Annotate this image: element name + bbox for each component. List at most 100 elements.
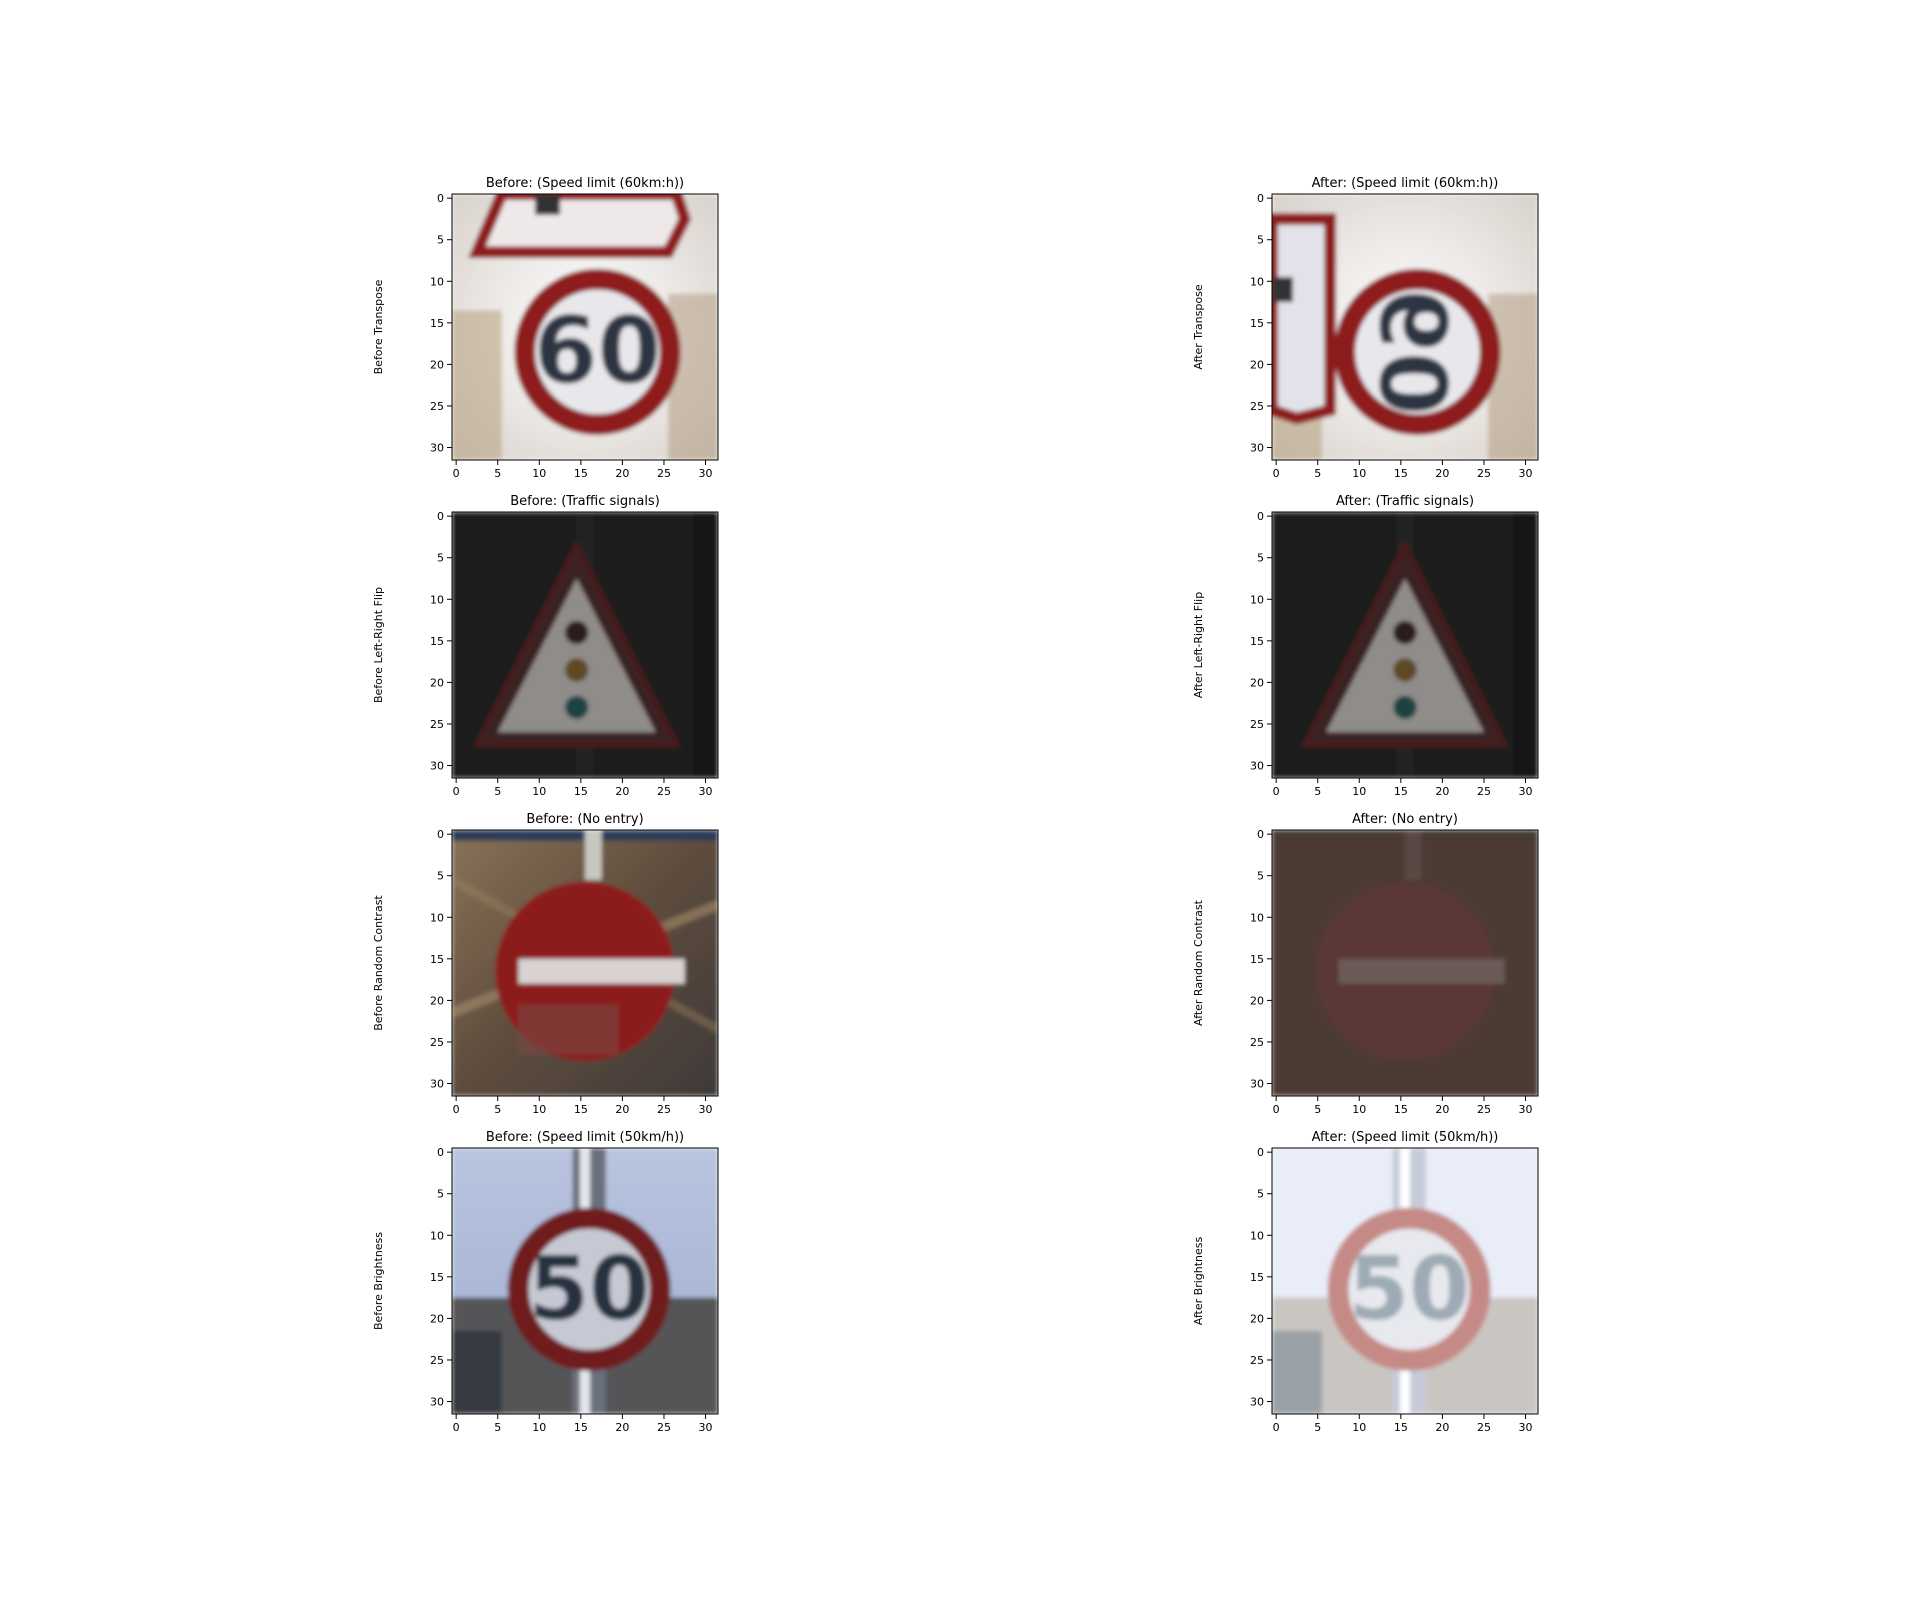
x-tick-label: 20 [1435, 785, 1449, 798]
subplot-image: 60 [452, 194, 718, 460]
y-tick-label: 0 [437, 192, 444, 205]
subplot-frame [451, 511, 719, 779]
y-tick-label: 25 [1250, 1354, 1264, 1367]
y-tick-label: 5 [1257, 552, 1264, 565]
y-tick-label: 5 [437, 1188, 444, 1201]
y-axis-label: After Left-Right Flip [1192, 592, 1205, 698]
y-tick-label: 0 [437, 1146, 444, 1159]
y-tick-label: 5 [1257, 1188, 1264, 1201]
x-tick-label: 5 [494, 1421, 501, 1434]
x-tick-label: 15 [1394, 1421, 1408, 1434]
subplot-image [452, 830, 718, 1096]
x-tick-label: 10 [1352, 467, 1366, 480]
x-tick-label: 25 [1477, 785, 1491, 798]
x-tick-label: 0 [453, 1421, 460, 1434]
x-tick-label: 5 [1314, 1103, 1321, 1116]
x-tick-label: 25 [657, 1103, 671, 1116]
subplot-title: After: (Speed limit (60km:h)) [1312, 176, 1499, 191]
x-tick-label: 10 [532, 1103, 546, 1116]
x-tick-label: 5 [494, 785, 501, 798]
subplot-title: After: (Traffic signals) [1336, 494, 1474, 509]
subplot-title: Before: (No entry) [526, 812, 643, 827]
y-tick-label: 25 [430, 1354, 444, 1367]
x-tick-label: 5 [494, 467, 501, 480]
x-tick-label: 15 [574, 785, 588, 798]
x-tick-label: 10 [1352, 1421, 1366, 1434]
x-tick-label: 0 [453, 1103, 460, 1116]
y-tick-label: 0 [437, 828, 444, 841]
y-tick-label: 0 [1257, 192, 1264, 205]
y-tick-label: 20 [430, 358, 444, 371]
y-tick-label: 20 [430, 676, 444, 689]
x-tick-label: 0 [453, 785, 460, 798]
y-tick-label: 30 [1250, 442, 1264, 455]
subplot: 0 5 10 15 20 25 30 0 5 10 15 20 25 30 Before: (Traffic… [372, 494, 719, 798]
x-tick-label: 20 [615, 1103, 629, 1116]
subplot: 0 5 10 15 20 25 30 0 5 10 15 20 25 30 After: (Traffic … [1192, 494, 1539, 798]
y-tick-label: 25 [430, 718, 444, 731]
y-tick-label: 20 [1250, 676, 1264, 689]
sign-glyph: 50 [528, 1238, 649, 1340]
y-tick-label: 0 [437, 510, 444, 523]
y-tick-label: 30 [430, 1396, 444, 1409]
subplot: 60 0 5 10 15 20 25 30 0 5 10 15 20 25 30 Before: (Speed… [372, 176, 719, 480]
y-tick-label: 20 [1250, 1312, 1264, 1325]
x-tick-label: 20 [1435, 1421, 1449, 1434]
y-axis-label: Before Left-Right Flip [372, 587, 385, 703]
x-tick-label: 0 [1273, 1103, 1280, 1116]
y-tick-label: 10 [1250, 911, 1264, 924]
y-tick-label: 30 [430, 760, 444, 773]
y-tick-label: 25 [1250, 1036, 1264, 1049]
y-tick-label: 15 [1250, 1271, 1264, 1284]
y-tick-label: 25 [430, 400, 444, 413]
y-tick-label: 15 [1250, 635, 1264, 648]
x-tick-label: 10 [1352, 1103, 1366, 1116]
x-tick-label: 5 [1314, 785, 1321, 798]
x-tick-label: 30 [699, 785, 713, 798]
x-tick-label: 10 [1352, 785, 1366, 798]
y-tick-label: 5 [1257, 870, 1264, 883]
y-axis-label: Before Transpose [372, 279, 385, 374]
y-tick-label: 15 [1250, 953, 1264, 966]
y-tick-label: 15 [1250, 317, 1264, 330]
y-tick-label: 5 [1257, 234, 1264, 247]
y-tick-label: 5 [437, 234, 444, 247]
x-tick-label: 30 [1519, 467, 1533, 480]
x-tick-label: 30 [1519, 1421, 1533, 1434]
x-tick-label: 30 [1519, 785, 1533, 798]
y-tick-label: 20 [1250, 994, 1264, 1007]
y-tick-label: 25 [430, 1036, 444, 1049]
y-tick-label: 10 [1250, 275, 1264, 288]
x-tick-label: 15 [1394, 785, 1408, 798]
subplot-image [1272, 830, 1538, 1096]
subplot: 0 5 10 15 20 25 30 0 5 10 15 20 25 30 After: (No entry… [1192, 812, 1539, 1116]
y-tick-label: 20 [430, 994, 444, 1007]
y-tick-label: 0 [1257, 510, 1264, 523]
y-tick-label: 25 [1250, 400, 1264, 413]
subplot-title: Before: (Traffic signals) [510, 494, 660, 509]
y-axis-label: After Transpose [1192, 284, 1205, 369]
y-tick-label: 30 [1250, 760, 1264, 773]
y-tick-label: 10 [430, 275, 444, 288]
subplot: 60 0 5 10 15 20 25 30 0 5 10 15 20 25 30 After: (Speed … [1192, 176, 1539, 480]
x-tick-label: 30 [699, 1103, 713, 1116]
subplot-frame [1271, 511, 1539, 779]
x-tick-label: 5 [1314, 467, 1321, 480]
subplot: 50 0 5 10 15 20 25 30 0 5 10 15 20 25 30 After: (Speed … [1192, 1130, 1539, 1434]
x-tick-label: 30 [1519, 1103, 1533, 1116]
y-tick-label: 0 [1257, 1146, 1264, 1159]
y-tick-label: 10 [430, 593, 444, 606]
subplot-title: After: (No entry) [1352, 812, 1458, 827]
y-axis-label: Before Random Contrast [372, 895, 385, 1031]
y-tick-label: 15 [430, 1271, 444, 1284]
y-axis-label: After Brightness [1192, 1236, 1205, 1325]
y-tick-label: 5 [437, 870, 444, 883]
y-tick-label: 15 [430, 635, 444, 648]
x-tick-label: 10 [532, 467, 546, 480]
y-tick-label: 30 [1250, 1396, 1264, 1409]
x-tick-label: 0 [1273, 785, 1280, 798]
x-tick-label: 15 [1394, 1103, 1408, 1116]
subplot-title: Before: (Speed limit (50km/h)) [486, 1130, 684, 1145]
x-tick-label: 10 [532, 1421, 546, 1434]
